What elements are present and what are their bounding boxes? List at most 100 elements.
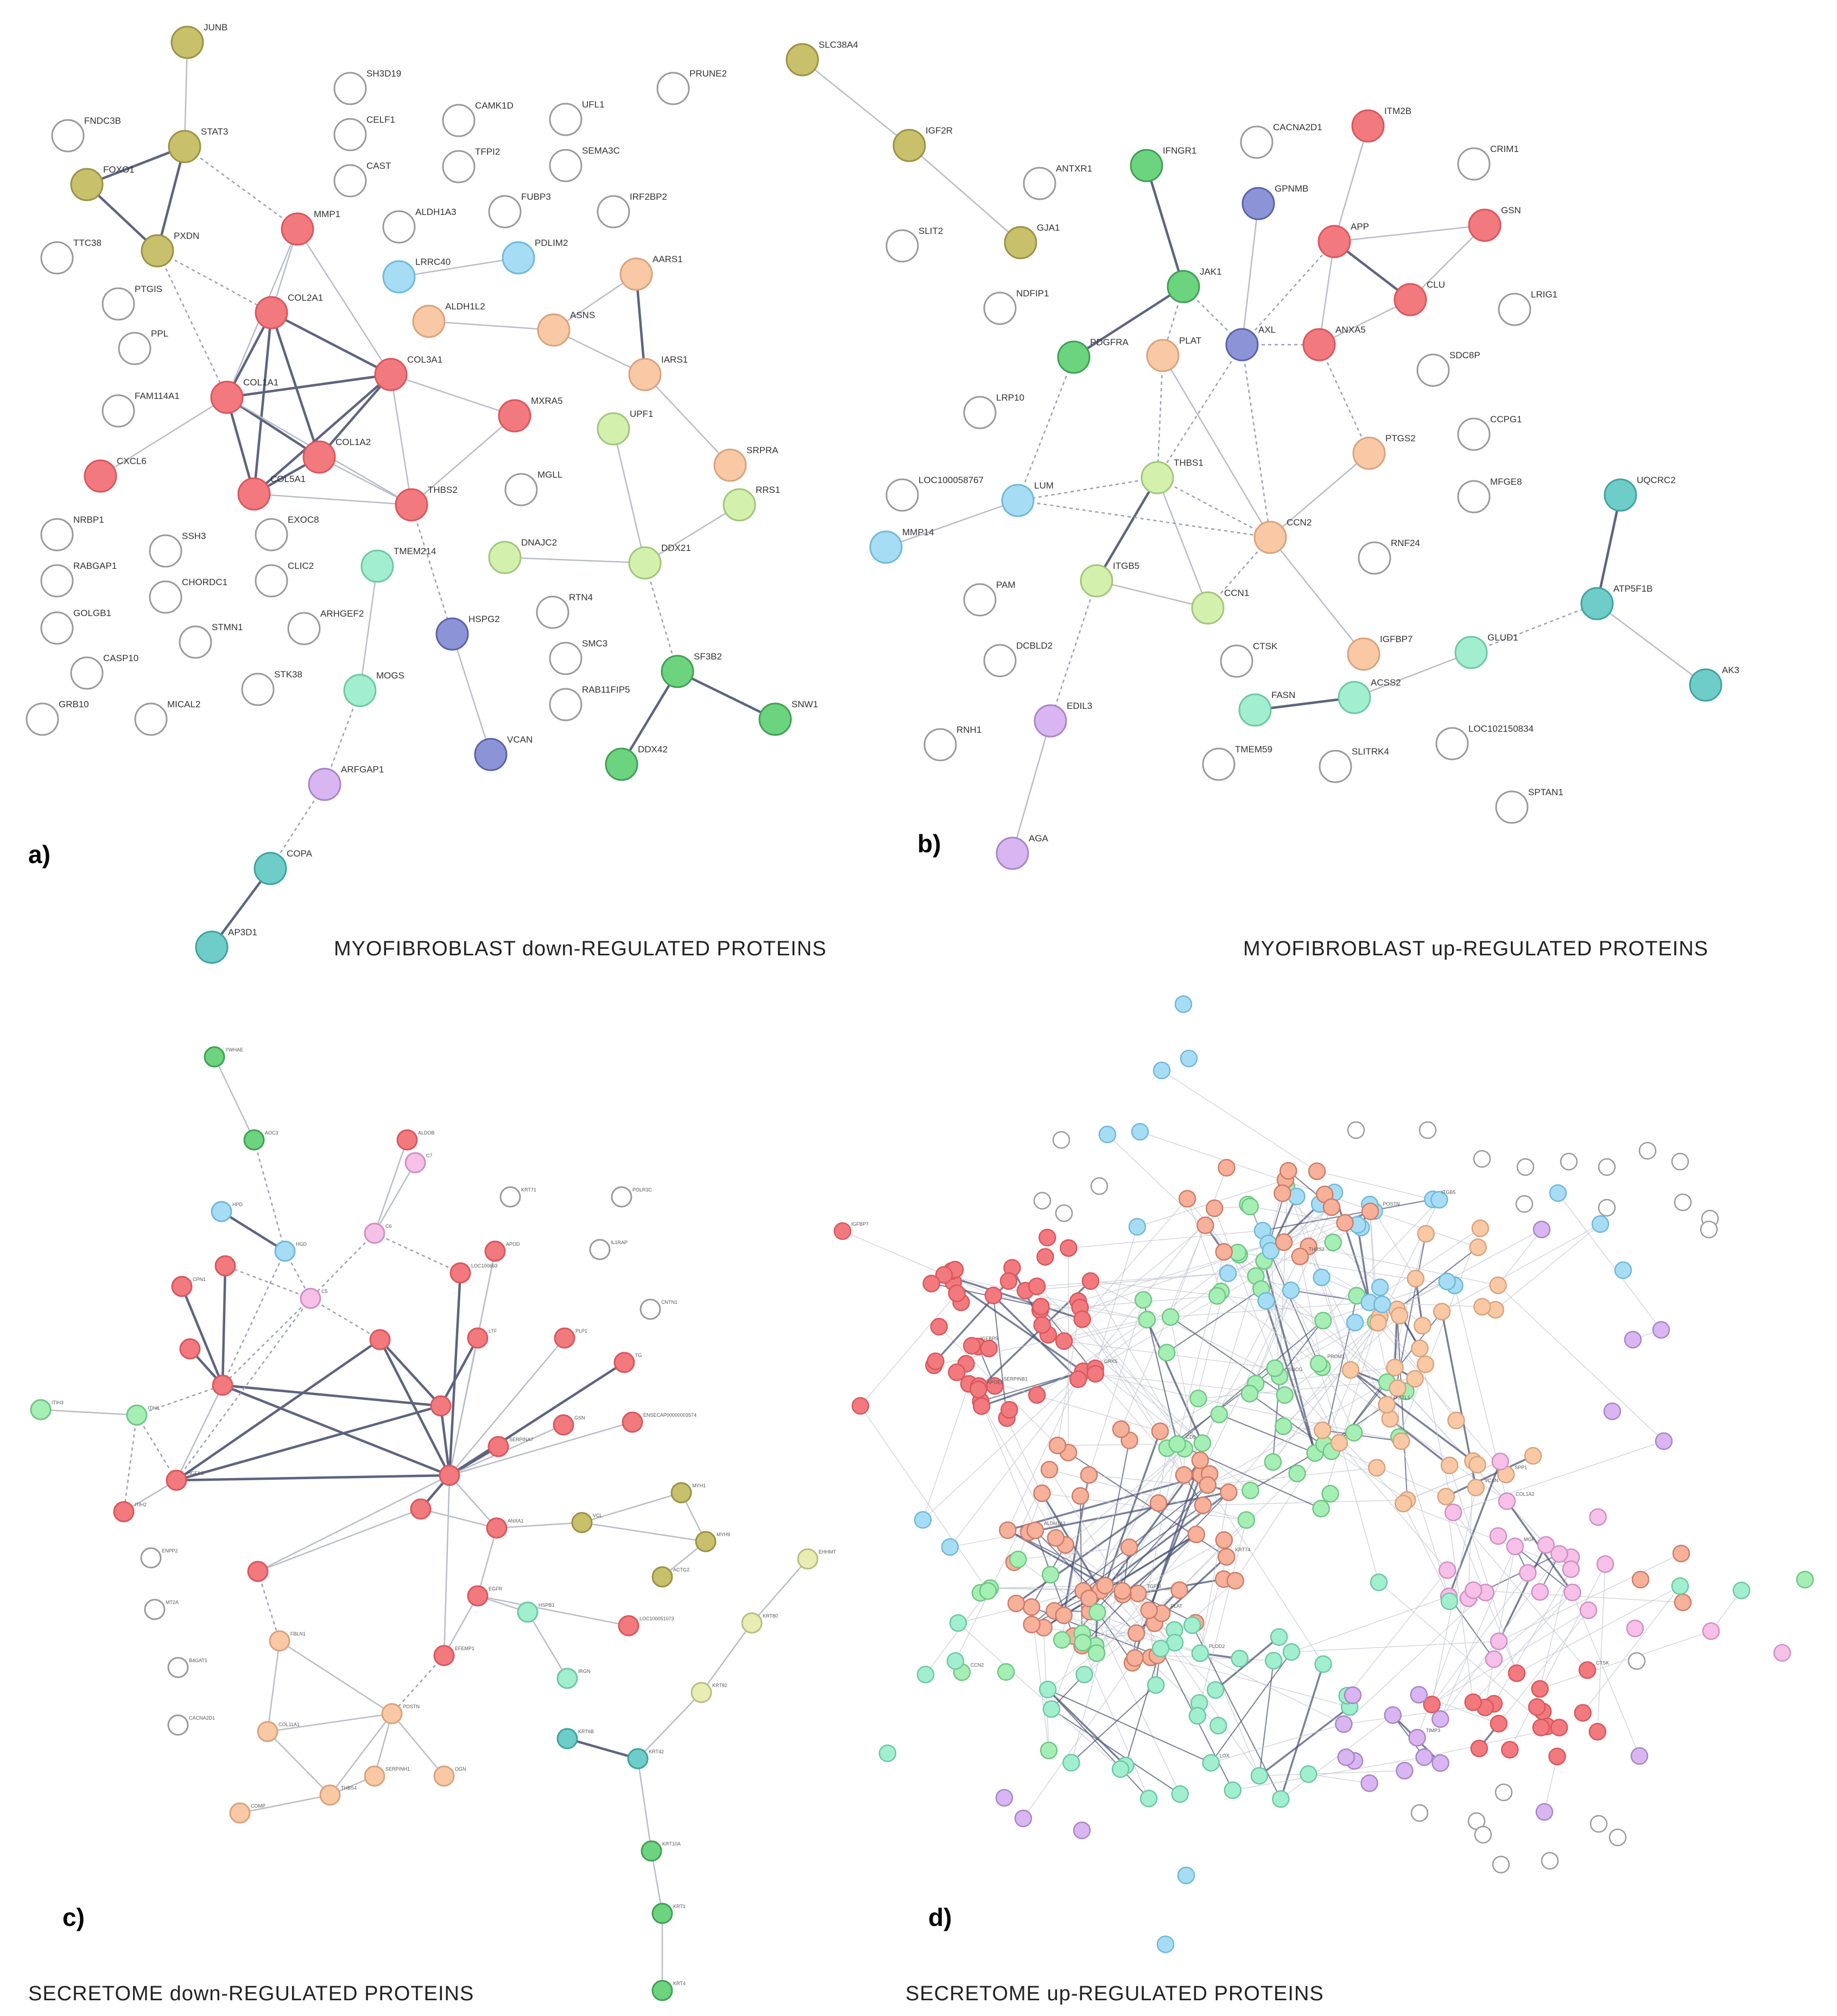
network-d-node[interactable] <box>1291 1247 1309 1265</box>
node-mmp1[interactable] <box>281 212 314 246</box>
node-fasn[interactable] <box>1238 693 1272 727</box>
node-uqcrc2[interactable] <box>1604 478 1637 512</box>
node-ccn2[interactable] <box>1253 521 1287 554</box>
node-app[interactable] <box>1317 225 1351 258</box>
network-d-node[interactable] <box>1392 1432 1410 1450</box>
network-d-node[interactable] <box>1702 1622 1720 1640</box>
node-gja1[interactable] <box>1004 226 1037 259</box>
node-chordc1[interactable] <box>149 580 182 614</box>
node-krt10a[interactable] <box>641 1840 662 1862</box>
node-foxo1[interactable] <box>70 168 104 201</box>
node-col5a1[interactable] <box>237 477 271 511</box>
network-d-node[interactable] <box>1152 1061 1171 1080</box>
node-crim1[interactable] <box>1457 147 1491 181</box>
network-d-node[interactable] <box>1090 1177 1108 1195</box>
node-c5[interactable] <box>300 1288 321 1309</box>
node-celf1[interactable] <box>333 118 367 151</box>
network-d-node[interactable] <box>1191 1644 1209 1663</box>
network-d-node[interactable] <box>1028 1277 1046 1296</box>
network-d-node[interactable] <box>1630 1747 1649 1765</box>
node-ak3[interactable] <box>1689 668 1722 702</box>
network-d-node[interactable] <box>1205 1199 1224 1218</box>
network-d-node[interactable] <box>1671 1577 1689 1595</box>
node-junb[interactable] <box>170 26 204 59</box>
network-d-node[interactable] <box>1206 1681 1225 1699</box>
node-serpina7[interactable] <box>487 1436 509 1457</box>
network-d-node[interactable] <box>1309 1354 1328 1373</box>
network-d-node[interactable] <box>1262 1242 1279 1260</box>
network-d-node[interactable] <box>1026 1521 1044 1539</box>
node-aoc3[interactable] <box>243 1129 265 1151</box>
network-d-node[interactable] <box>1614 1261 1632 1279</box>
network-d-node[interactable] <box>1389 1379 1407 1397</box>
network-d-node[interactable] <box>1386 1359 1404 1377</box>
network-d-node[interactable] <box>935 1266 953 1284</box>
node-c7[interactable] <box>404 1152 426 1174</box>
node-pam[interactable] <box>963 583 997 617</box>
network-d-node[interactable] <box>1574 1704 1592 1722</box>
network-d-node[interactable] <box>1073 1821 1091 1840</box>
node-rnf24[interactable] <box>1358 541 1391 575</box>
network-d-node[interactable] <box>1033 1191 1051 1210</box>
node-gsn[interactable] <box>553 1414 574 1436</box>
node-exoc8[interactable] <box>255 518 288 551</box>
network-d-node[interactable] <box>1220 1484 1238 1501</box>
network-d-node[interactable] <box>1209 1716 1227 1735</box>
node-camk1d[interactable] <box>442 104 476 137</box>
node-cntn1[interactable] <box>639 1298 661 1320</box>
network-d-node[interactable] <box>1193 1434 1212 1452</box>
network-d-node[interactable] <box>1321 1485 1339 1503</box>
network-d-node[interactable] <box>1151 1639 1170 1658</box>
network-d-node[interactable] <box>1440 1456 1459 1474</box>
node-lrig1[interactable] <box>1498 293 1531 326</box>
network-d-node[interactable] <box>1346 1314 1364 1332</box>
network-d-node[interactable] <box>1168 1435 1186 1453</box>
node-mfge8[interactable] <box>1457 480 1491 513</box>
network-d-node[interactable] <box>1071 1487 1089 1505</box>
network-d-node[interactable] <box>1139 1789 1158 1808</box>
network-d-node[interactable] <box>1183 1616 1201 1634</box>
node-itgb5[interactable] <box>1080 564 1113 598</box>
node-f2[interactable] <box>212 1374 233 1396</box>
network-d-node[interactable] <box>1537 1536 1555 1554</box>
network-d-node[interactable] <box>1075 1665 1093 1684</box>
node-irf2bp2[interactable] <box>597 195 630 229</box>
node-krt6b[interactable] <box>556 1728 578 1749</box>
node-col2a1[interactable] <box>255 296 288 329</box>
node-postn[interactable] <box>381 1703 403 1725</box>
network-d-node[interactable] <box>1473 1298 1491 1316</box>
network-d-node[interactable] <box>1157 1343 1176 1362</box>
network-d-node[interactable] <box>1519 1564 1537 1582</box>
network-d-node[interactable] <box>1040 1461 1059 1479</box>
network-d-node[interactable] <box>1140 1601 1158 1619</box>
node-ddx21[interactable] <box>628 546 662 580</box>
network-d-node[interactable] <box>1624 1330 1642 1349</box>
node-hspg2[interactable] <box>435 617 469 651</box>
node-asns[interactable] <box>537 313 571 347</box>
network-d-node[interactable] <box>1631 1570 1650 1589</box>
network-d-node[interactable] <box>1344 1686 1362 1704</box>
network-d-node[interactable] <box>1174 995 1193 1013</box>
network-d-node[interactable] <box>1531 1680 1549 1698</box>
node-ttc38[interactable] <box>40 241 74 275</box>
network-d-node[interactable] <box>1189 1390 1207 1408</box>
node-aldob[interactable] <box>396 1129 418 1151</box>
network-d-node[interactable] <box>1080 1466 1098 1484</box>
network-d-node[interactable] <box>1370 1573 1388 1592</box>
network-d-node[interactable] <box>1638 1142 1657 1160</box>
network-d-node[interactable] <box>1485 1650 1503 1668</box>
network-d-node[interactable] <box>1060 1239 1078 1257</box>
network-d-node[interactable] <box>970 1380 987 1398</box>
node-ogn[interactable] <box>433 1765 455 1787</box>
network-d-node[interactable] <box>916 1665 935 1684</box>
node-sdc8p[interactable] <box>1416 353 1450 387</box>
network-d-node[interactable] <box>1023 1615 1041 1633</box>
network-d-node[interactable] <box>1492 1855 1510 1874</box>
node-acss2[interactable] <box>1338 681 1371 714</box>
network-d-node[interactable] <box>1489 1276 1507 1295</box>
network-d-node[interactable] <box>1069 1370 1087 1389</box>
node-loc102150834[interactable] <box>1435 727 1469 760</box>
network-d-node[interactable] <box>1335 1715 1353 1733</box>
node-rrs1[interactable] <box>723 488 756 522</box>
node-act[interactable] <box>410 1498 432 1520</box>
